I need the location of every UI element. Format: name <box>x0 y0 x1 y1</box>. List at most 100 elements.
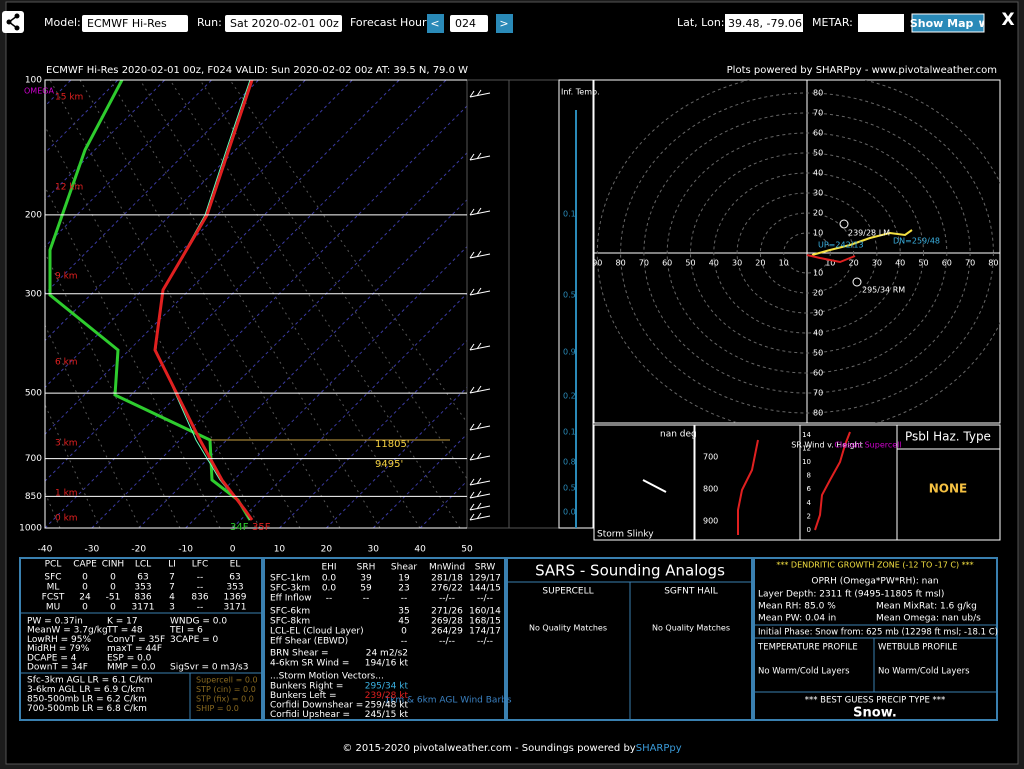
table-cell: 168/15 <box>469 617 501 627</box>
table-cell: 3171 <box>224 603 247 613</box>
sars-matches: No Quality Matches <box>529 624 607 633</box>
height-label: 12 km <box>55 183 83 193</box>
ring-label: 10 <box>825 259 835 268</box>
table-cell: 7 <box>169 583 175 593</box>
ring-label: 60 <box>813 129 823 138</box>
wind-barb <box>469 152 491 161</box>
srwind-profile <box>814 431 851 531</box>
composite: STP (fix) = 0.0 <box>196 695 254 704</box>
hodo-label: 295/34 RM <box>862 286 905 295</box>
label: Forecast Hour: <box>350 16 430 29</box>
layer-name: SFC-3km <box>270 584 310 594</box>
pressure-label: 850 <box>25 492 42 502</box>
wind-barb <box>469 422 491 431</box>
pressure-label: 200 <box>25 210 42 220</box>
footer: © 2015-2020 pivotalweather.com - Soundin… <box>342 743 635 754</box>
table-cell: 7 <box>169 573 175 583</box>
ring-label: 50 <box>918 259 928 268</box>
table-header: EL <box>230 560 241 570</box>
composite: SHIP = 0.0 <box>196 704 239 713</box>
table-cell: -- <box>197 583 204 593</box>
temperature-label: 30 <box>367 545 379 555</box>
wind-barb <box>469 477 491 486</box>
lapse-rate: 850-500mb LR = 6.2 C/km <box>27 695 147 705</box>
plot-credit: Plots powered by SHARPpy - www.pivotalwe… <box>727 65 997 76</box>
hazard-value: NONE <box>929 482 967 496</box>
prev-button[interactable] <box>427 14 444 33</box>
profile-title: WETBULB PROFILE <box>878 643 958 653</box>
temperature-label: 40 <box>414 545 426 555</box>
layer-name: Eff Shear (EBWD) <box>270 637 348 647</box>
table-header: PCL <box>45 560 62 570</box>
inf-temp-value: 0.5 <box>563 291 576 300</box>
show-map-button[interactable] <box>911 13 985 33</box>
index: TT = 48 <box>106 626 143 636</box>
table-cell: 264/29 <box>431 627 463 637</box>
composite: STP (cin) = 0.0 <box>196 685 256 694</box>
ring-label: 20 <box>849 259 859 268</box>
run-select[interactable] <box>225 15 342 32</box>
inf-temp-value: 0.5 <box>563 484 576 493</box>
table-header: SRH <box>357 563 376 573</box>
ring-label: 80 <box>813 89 823 98</box>
hodograph-frame <box>593 79 1001 424</box>
barbs-label: 1km & 6km AGL Wind Barbs <box>384 696 511 706</box>
model-select[interactable] <box>82 15 188 32</box>
pressure-label: 500 <box>25 389 42 399</box>
layer-name: SFC-8km <box>270 617 310 627</box>
precip-type: Snow. <box>853 706 897 721</box>
label: Run: <box>197 16 222 29</box>
param-value: 24 m2/s2 <box>366 649 408 659</box>
hodo-trace <box>806 254 856 264</box>
theta-pressure: 800 <box>703 485 718 494</box>
latlon-input[interactable] <box>725 14 803 32</box>
inf-temp-value: 0.1 <box>563 428 576 437</box>
table-header: LI <box>168 560 176 570</box>
sars-col: SGFNT HAIL <box>664 587 718 597</box>
vector-name: Bunkers Right = <box>270 682 343 692</box>
table-cell: 160/14 <box>469 607 501 617</box>
hodo-trace <box>811 229 913 256</box>
param-name: BRN Shear = <box>270 649 329 659</box>
layer-name: Eff Inflow <box>270 594 312 604</box>
srwind-height: 8 <box>807 472 811 480</box>
dewpoint-profile <box>48 80 252 521</box>
table-cell: 63 <box>229 573 240 583</box>
table-cell: 0.0 <box>322 574 337 584</box>
index: TEI = 6 <box>169 626 203 636</box>
share-button[interactable] <box>2 11 24 33</box>
table-cell: FCST <box>42 593 65 603</box>
table-cell: MU <box>46 603 60 613</box>
height-label: 0 km <box>55 514 78 524</box>
wind-barb <box>469 385 491 394</box>
ring-label: 80 <box>616 259 626 268</box>
index: LowRH = 95% <box>27 635 91 645</box>
metar-input[interactable] <box>858 14 904 32</box>
index: maxT = 44F <box>107 644 162 654</box>
table-cell: 0 <box>110 573 116 583</box>
hodo-ring <box>690 152 924 354</box>
precip-title: *** BEST GUESS PRECIP TYPE *** <box>805 696 946 706</box>
wind-barb <box>469 452 491 461</box>
table-cell: 1369 <box>224 593 247 603</box>
ring-label: 20 <box>755 259 765 268</box>
table-cell: 0 <box>82 583 88 593</box>
next-button[interactable] <box>496 14 513 33</box>
param-value: 194/16 kt <box>365 659 409 669</box>
table-cell: 0 <box>110 583 116 593</box>
temperature-label: -10 <box>178 545 193 555</box>
srwind-height: 14 <box>802 431 811 439</box>
table-cell: 836 <box>191 593 208 603</box>
srwind-height: 0 <box>807 526 811 534</box>
sfc-temp: 35F <box>252 522 271 533</box>
hour-select[interactable] <box>450 15 488 32</box>
table-cell: -- <box>197 573 204 583</box>
footer-link[interactable]: SHARPpy <box>636 743 682 754</box>
hodo-ring <box>666 132 948 374</box>
ring-label: 60 <box>662 259 672 268</box>
table-cell: 836 <box>134 593 151 603</box>
ring-label: 20 <box>813 289 823 298</box>
close-button[interactable]: X <box>1001 10 1014 30</box>
button-text: < <box>430 17 439 30</box>
table-cell: --/-- <box>439 594 455 604</box>
